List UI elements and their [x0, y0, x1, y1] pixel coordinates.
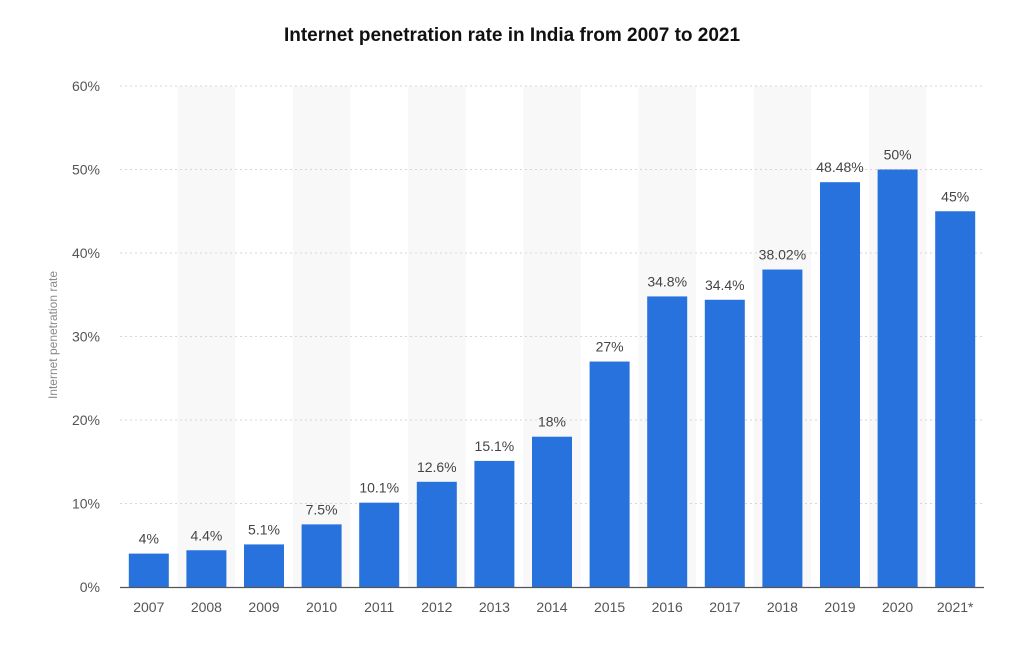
- data-label: 48.48%: [816, 159, 863, 175]
- y-tick-label: 0%: [80, 579, 100, 595]
- x-tick-label: 2017: [709, 599, 740, 615]
- y-tick-label: 40%: [72, 245, 100, 261]
- data-label: 34.4%: [705, 277, 745, 293]
- data-label: 27%: [596, 339, 624, 355]
- y-tick-label: 20%: [72, 412, 100, 428]
- x-tick-label: 2012: [421, 599, 452, 615]
- bar: [301, 524, 342, 587]
- bar: [762, 269, 803, 587]
- bar: [647, 296, 688, 587]
- y-tick-label: 60%: [72, 78, 100, 94]
- bars: [128, 169, 976, 587]
- data-label: 34.8%: [647, 273, 687, 289]
- bar: [186, 550, 227, 587]
- x-tick-label: 2010: [306, 599, 337, 615]
- data-label: 18%: [538, 414, 566, 430]
- bar: [244, 544, 284, 587]
- y-tick-label: 10%: [72, 496, 100, 512]
- bar: [935, 211, 976, 587]
- data-labels: 4% 4.4% 5.1% 7.5% 10.1% 12.6% 15.1% 18% 27% 34.8%…: [139, 147, 970, 547]
- chart-title: Internet penetration rate in India from …: [284, 25, 741, 46]
- data-label: 4.4%: [190, 527, 222, 543]
- data-label: 38.02%: [759, 247, 806, 263]
- x-tick-label: 2014: [536, 599, 567, 615]
- bar: [532, 436, 572, 587]
- data-label: 12.6%: [417, 459, 457, 475]
- data-label: 7.5%: [306, 501, 338, 517]
- data-label: 15.1%: [475, 438, 515, 454]
- bar: [359, 502, 400, 587]
- y-axis-ticks: 0% 10% 20% 30% 40% 50% 60%: [72, 78, 100, 595]
- x-tick-label: 2013: [479, 599, 510, 615]
- bar: [820, 182, 860, 587]
- bar: [416, 481, 457, 587]
- bar: [589, 361, 630, 587]
- x-tick-label: 2015: [594, 599, 625, 615]
- bar: [474, 460, 515, 587]
- x-tick-label: 2021*: [937, 599, 974, 615]
- x-tick-label: 2020: [882, 599, 913, 615]
- data-label: 10.1%: [359, 480, 399, 496]
- y-tick-label: 50%: [72, 162, 100, 178]
- x-tick-label: 2007: [133, 599, 164, 615]
- x-tick-label: 2011: [364, 599, 394, 615]
- x-tick-label: 2018: [767, 599, 798, 615]
- data-label: 4%: [139, 531, 159, 547]
- y-axis-title: Internet penetration rate: [46, 271, 60, 399]
- bar: [704, 299, 745, 587]
- data-label: 5.1%: [248, 521, 280, 537]
- data-label: 50%: [884, 147, 912, 163]
- x-tick-label: 2009: [248, 599, 279, 615]
- bar: [128, 553, 169, 587]
- bar: [877, 169, 918, 587]
- x-tick-label: 2008: [191, 599, 222, 615]
- data-label: 45%: [941, 188, 969, 204]
- x-tick-label: 2019: [824, 599, 855, 615]
- y-tick-label: 30%: [72, 329, 100, 345]
- x-tick-label: 2016: [652, 599, 683, 615]
- x-axis-ticks: 2007 2008 2009 2010 2011 2012 2013 2014 2015 2016…: [133, 599, 974, 615]
